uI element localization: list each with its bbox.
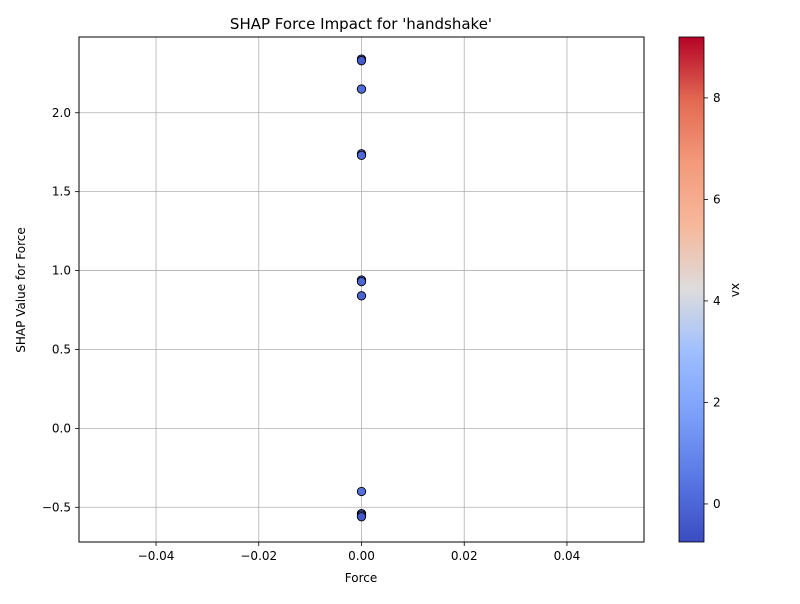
y-tick-label: 0.0 — [52, 421, 71, 435]
y-tick-label: 0.5 — [52, 342, 71, 356]
colorbar-ticks: 0 2 4 6 8 — [704, 91, 721, 511]
x-tick-label: 0.02 — [451, 549, 478, 563]
scatter-point — [356, 84, 367, 94]
y-axis-ticks: −0.5 0.0 0.5 1.0 1.5 2.0 — [42, 106, 79, 514]
y-tick-label: −0.5 — [42, 500, 71, 514]
scatter-points — [356, 54, 367, 522]
y-tick-label: 1.0 — [52, 264, 71, 278]
x-axis-ticks: −0.04 −0.02 0.00 0.02 0.04 — [138, 542, 581, 563]
grid — [79, 37, 644, 542]
colorbar-tick-label: 6 — [713, 192, 721, 206]
scatter-point — [356, 150, 367, 161]
colorbar-tick-label: 4 — [713, 294, 721, 308]
chart-title: SHAP Force Impact for 'handshake' — [230, 15, 492, 33]
scatter-point — [356, 291, 367, 301]
y-axis-label: SHAP Value for Force — [14, 227, 28, 352]
scatter-point — [356, 512, 367, 522]
colorbar-tick-label: 2 — [713, 395, 721, 409]
y-tick-label: 2.0 — [52, 106, 71, 120]
x-tick-label: −0.04 — [138, 549, 175, 563]
x-tick-label: −0.02 — [240, 549, 277, 563]
colorbar-label: vx — [728, 283, 742, 297]
x-tick-label: 0.04 — [554, 549, 581, 563]
colorbar — [678, 36, 705, 543]
scatter-point — [356, 56, 367, 66]
scatter-point — [356, 486, 367, 497]
y-tick-label: 1.5 — [52, 185, 71, 199]
colorbar-tick-label: 8 — [713, 91, 721, 105]
colorbar-tick-label: 0 — [713, 497, 721, 511]
scatter-point — [356, 276, 367, 287]
x-tick-label: 0.00 — [348, 549, 375, 563]
x-axis-label: Force — [345, 571, 377, 585]
